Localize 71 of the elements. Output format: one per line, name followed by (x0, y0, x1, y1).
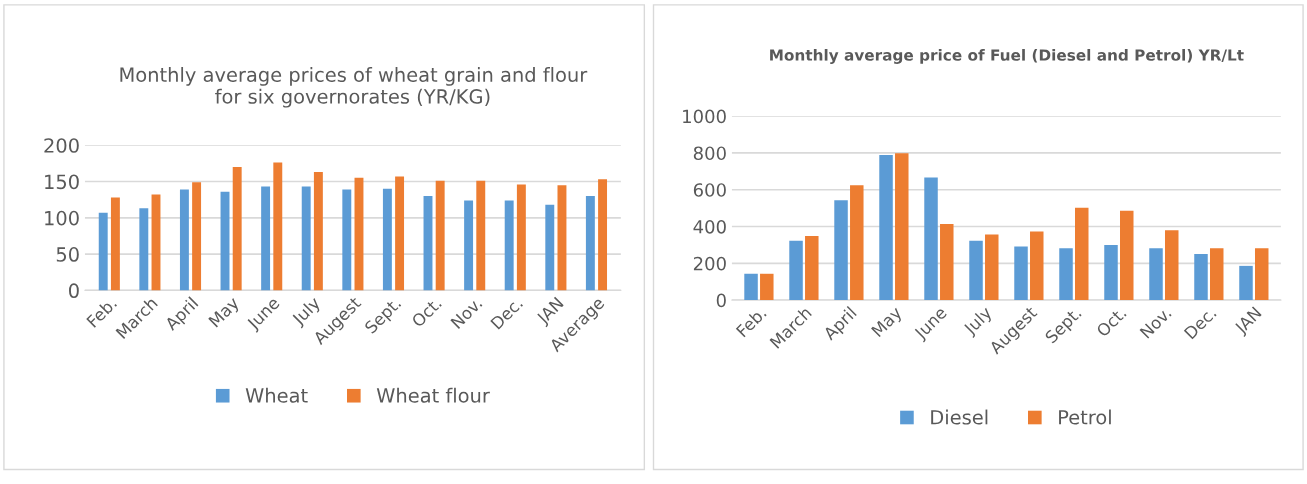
bar (585, 196, 595, 291)
y-tick-label: 0 (716, 293, 726, 308)
y-tick-label: 200 (693, 256, 726, 271)
bar (192, 182, 202, 291)
bar (805, 236, 819, 301)
legend-label: Wheat (245, 387, 308, 403)
bar (1075, 207, 1089, 301)
bar (789, 240, 803, 301)
y-tick-label: 600 (693, 183, 726, 197)
bar (98, 212, 108, 291)
bar (1030, 231, 1044, 301)
bar (1014, 246, 1028, 301)
bar (598, 179, 608, 291)
y-tick-label: 150 (45, 174, 79, 190)
bar (850, 185, 864, 301)
bar (435, 180, 445, 291)
bar (924, 177, 938, 301)
bar (1104, 244, 1118, 301)
bar (1209, 248, 1224, 301)
bar (969, 240, 983, 301)
bar (179, 189, 189, 291)
bar (273, 162, 283, 291)
y-tick-label: 100 (45, 210, 79, 226)
bar (744, 273, 758, 301)
y-tick-label: 200 (44, 138, 79, 153)
x-tick-label: Oct. (410, 296, 442, 328)
x-tick-label: Nov. (1139, 306, 1172, 339)
x-tick-label: Dec. (490, 296, 524, 330)
chart-title: Monthly average prices of wheat grain and flour for six governorates (YR/KG) (120, 66, 588, 108)
y-tick-label: 800 (693, 146, 726, 161)
bar (313, 172, 323, 291)
bar (504, 200, 514, 291)
bar (110, 197, 120, 291)
bar (395, 176, 405, 291)
bar (261, 186, 271, 291)
y-tick-label: 50 (56, 247, 79, 262)
y-tick-label: 0 (69, 283, 79, 299)
bar (476, 180, 486, 291)
y-tick-label: 1000 (683, 109, 726, 124)
bar (834, 200, 848, 301)
bar (760, 273, 774, 301)
bar (557, 185, 567, 291)
bar (1120, 210, 1134, 301)
bar (1254, 248, 1269, 301)
bar (301, 186, 311, 291)
legend-label: Diesel (931, 409, 988, 425)
chart-title: Monthly average price of Fuel (Diesel and Petrol) YR/Lt (770, 49, 1244, 64)
bar (1059, 248, 1073, 301)
bar (342, 189, 352, 291)
bar (895, 153, 909, 301)
bar (464, 200, 474, 291)
bar (516, 184, 526, 291)
x-tick-label: Nov. (450, 296, 483, 330)
x-tick-label: Feb. (85, 296, 118, 328)
x-tick-label: Oct. (1095, 306, 1127, 338)
bar (940, 223, 954, 301)
bar (1239, 265, 1253, 301)
bar (232, 166, 242, 291)
legend-label: Wheat flour (376, 387, 490, 403)
x-tick-label: Dec. (1183, 306, 1217, 340)
bar (545, 204, 555, 291)
bar (879, 154, 893, 301)
bar (382, 188, 392, 291)
y-tick-label: 400 (693, 219, 726, 234)
x-tick-label: Feb. (735, 306, 767, 338)
bar (139, 208, 149, 291)
bar (1149, 248, 1163, 301)
bar (1194, 254, 1208, 301)
bar (985, 234, 999, 301)
bar (1165, 230, 1179, 301)
legend-label: Petrol (1059, 409, 1111, 425)
